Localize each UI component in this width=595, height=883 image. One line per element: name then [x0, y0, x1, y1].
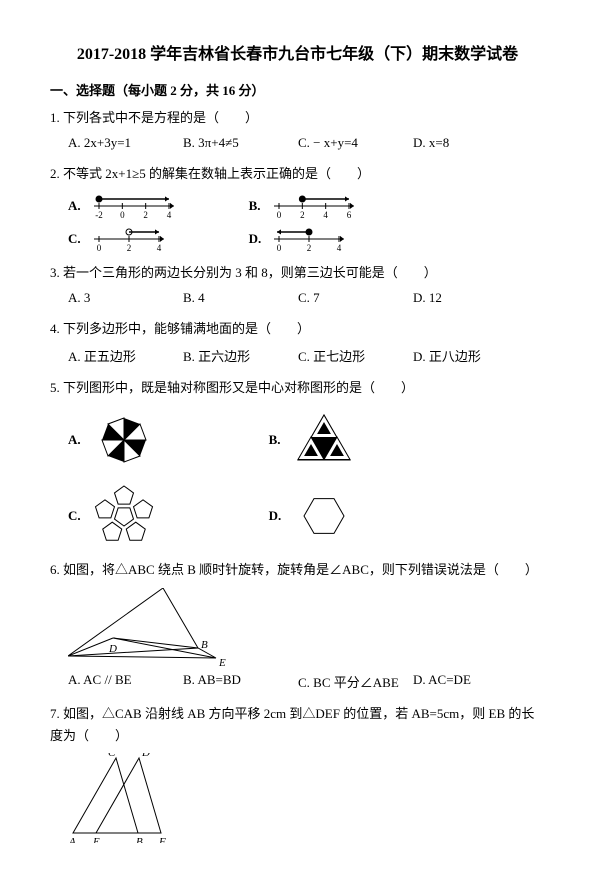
q5-row-cd: C. D. — [68, 481, 545, 551]
question-1: 1. 下列各式中不是方程的是（ ） — [50, 107, 545, 129]
svg-text:0: 0 — [120, 210, 125, 220]
svg-text:2: 2 — [300, 210, 305, 220]
q6-options: A. AC // BE B. AB=BD C. BC 平分∠ABE D. AC=… — [68, 672, 545, 695]
q2-fig-d: 0 2 4 — [269, 224, 369, 254]
q4-opt-d: D. 正八边形 — [413, 346, 528, 365]
q2-label-c: C. — [68, 231, 81, 247]
q5-label-d: D. — [269, 508, 282, 524]
svg-text:6: 6 — [346, 210, 351, 220]
question-2: 2. 不等式 2x+1≥5 的解集在数轴上表示正确的是（ ） — [50, 163, 545, 185]
q6-opt-d: D. AC=DE — [413, 672, 528, 691]
q6-opt-c: C. BC 平分∠ABE — [298, 672, 413, 691]
svg-text:2: 2 — [126, 243, 131, 253]
q5-row-ab: A. B. — [68, 405, 545, 475]
svg-text:2: 2 — [143, 210, 148, 220]
q3-opt-c: C. 7 — [298, 290, 413, 306]
q5-fig-c — [89, 481, 159, 551]
q1-opt-c: C. − x+y=4 — [298, 135, 413, 151]
q4-opt-a: A. 正五边形 — [68, 346, 183, 365]
q4-opt-b: B. 正六边形 — [183, 346, 298, 365]
question-6: 6. 如图，将△ABC 绕点 B 顺时针旋转，旋转角是∠ABC，则下列错误说法是… — [50, 559, 545, 581]
q4-options: A. 正五边形 B. 正六边形 C. 正七边形 D. 正八边形 — [68, 346, 545, 369]
q5-fig-b — [289, 405, 359, 475]
q2-row-ab: A. -2 0 2 4 B. 0 2 4 6 — [68, 191, 545, 221]
svg-text:C: C — [108, 753, 116, 759]
svg-text:0: 0 — [276, 210, 281, 220]
q1-opt-b: B. 3π+4≠5 — [183, 135, 298, 151]
svg-text:B: B — [201, 639, 208, 651]
q5-fig-a — [89, 405, 159, 475]
question-3: 3. 若一个三角形的两边长分别为 3 和 8，则第三边长可能是（ ） — [50, 262, 545, 284]
q2-fig-b: 0 2 4 6 — [269, 191, 369, 221]
q3-opt-a: A. 3 — [68, 290, 183, 306]
q3-opt-b: B. 4 — [183, 290, 298, 306]
svg-text:4: 4 — [166, 210, 171, 220]
q5-fig-d — [289, 481, 359, 551]
q7-figure: ABEFCD — [68, 753, 545, 843]
q2-label-d: D. — [249, 231, 262, 247]
q5-label-a: A. — [68, 432, 81, 448]
page-title: 2017-2018 学年吉林省长春市九台市七年级（下）期末数学试卷 — [50, 40, 545, 64]
q3-options: A. 3 B. 4 C. 7 D. 12 — [68, 290, 545, 310]
svg-text:4: 4 — [323, 210, 328, 220]
q2-label-a: A. — [68, 198, 81, 214]
q1-options: A. 2x+3y=1 B. 3π+4≠5 C. − x+y=4 D. x=8 — [68, 135, 545, 155]
q6-opt-a: A. AC // BE — [68, 672, 183, 691]
question-4: 4. 下列多边形中，能够铺满地面的是（ ） — [50, 318, 545, 340]
q3-opt-d: D. 12 — [413, 290, 528, 306]
q6-opt-b: B. AB=BD — [183, 672, 298, 691]
svg-text:4: 4 — [337, 243, 342, 253]
q1-opt-d: D. x=8 — [413, 135, 528, 151]
q5-label-c: C. — [68, 508, 81, 524]
svg-text:2: 2 — [307, 243, 312, 253]
svg-text:E: E — [218, 657, 226, 668]
svg-text:C: C — [166, 588, 174, 589]
question-5: 5. 下列图形中，既是轴对称图形又是中心对称图形的是（ ） — [50, 377, 545, 399]
svg-text:D: D — [141, 753, 150, 759]
q2-fig-a: -2 0 2 4 — [89, 191, 189, 221]
svg-text:4: 4 — [156, 243, 161, 253]
q4-opt-c: C. 正七边形 — [298, 346, 413, 365]
q2-fig-c: 0 2 4 — [89, 224, 189, 254]
q1-opt-a: A. 2x+3y=1 — [68, 135, 183, 151]
section-heading: 一、选择题（每小题 2 分，共 16 分） — [50, 80, 545, 99]
svg-text:0: 0 — [277, 243, 282, 253]
q2-row-cd: C. 0 2 4 D. 0 2 4 — [68, 224, 545, 254]
svg-text:0: 0 — [96, 243, 101, 253]
q2-label-b: B. — [249, 198, 261, 214]
q6-figure: ASCBED — [68, 588, 545, 668]
question-7: 7. 如图，△CAB 沿射线 AB 方向平移 2cm 到△DEF 的位置，若 A… — [50, 703, 545, 747]
svg-text:D: D — [108, 643, 117, 655]
svg-text:-2: -2 — [95, 210, 103, 220]
q5-label-b: B. — [269, 432, 281, 448]
